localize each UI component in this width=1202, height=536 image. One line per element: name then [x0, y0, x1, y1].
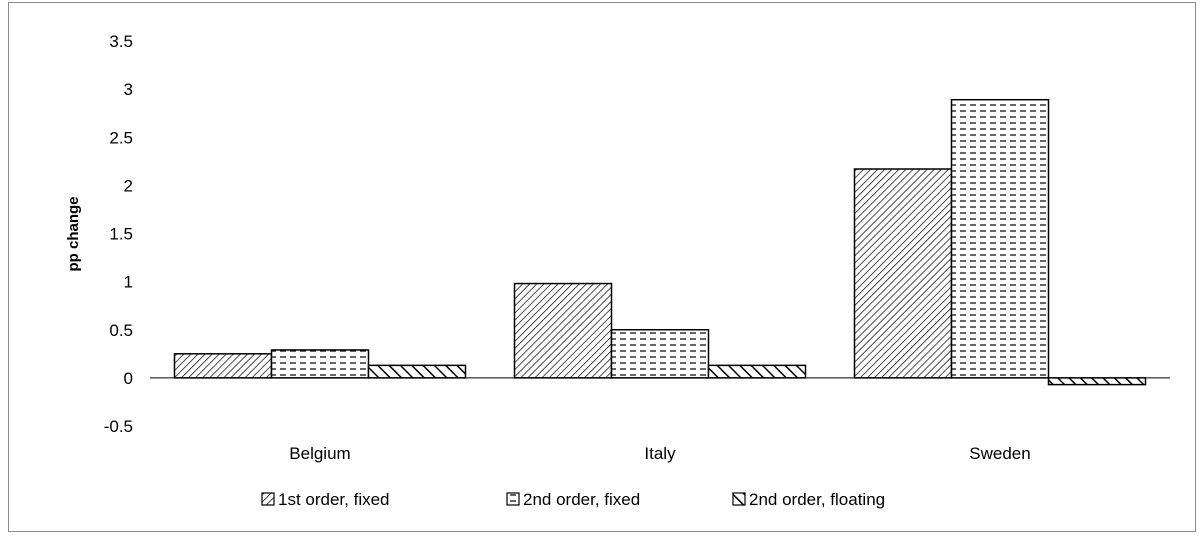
bar-sweden-series-3 [1047, 377, 1147, 386]
y-tick-label: 3.5 [109, 32, 133, 51]
legend-label: 2nd order, floating [749, 490, 885, 509]
y-tick-label: 1.5 [109, 225, 133, 244]
y-axis-title: pp change [65, 196, 82, 271]
bar-belgium-series-1 [173, 353, 273, 379]
bar-sweden-series-1 [853, 168, 953, 379]
bar-series [173, 98, 1147, 386]
y-tick-label: 0 [124, 369, 133, 388]
legend-label: 1st order, fixed [278, 490, 390, 509]
category-labels: Belgium Italy Sweden [289, 444, 1030, 463]
bar-italy-series-1 [513, 282, 613, 379]
bar-belgium-series-2 [270, 349, 370, 379]
legend-swatch [506, 492, 520, 506]
y-tick-label: 3 [124, 80, 133, 99]
y-tick-label: 2.5 [109, 128, 133, 147]
bar-sweden-series-2 [950, 98, 1050, 379]
y-axis-ticks: 3.5 3 2.5 2 1.5 1 0.5 0 -0.5 [104, 32, 133, 436]
bar-belgium-series-3 [367, 364, 467, 379]
legend-swatch [261, 492, 275, 506]
y-tick-label: 0.5 [109, 321, 133, 340]
legend-label: 2nd order, fixed [523, 490, 640, 509]
category-label: Italy [644, 444, 676, 463]
bar-italy-series-3 [707, 364, 807, 379]
y-tick-label: 1 [124, 273, 133, 292]
bar-italy-series-2 [610, 329, 710, 379]
y-tick-label: 2 [124, 176, 133, 195]
y-tick-label: -0.5 [104, 417, 133, 436]
legend: 1st order, fixed 2nd order, fixed 2nd orde… [261, 490, 885, 509]
category-label: Belgium [289, 444, 350, 463]
legend-swatch [732, 492, 746, 506]
category-label: Sweden [969, 444, 1030, 463]
